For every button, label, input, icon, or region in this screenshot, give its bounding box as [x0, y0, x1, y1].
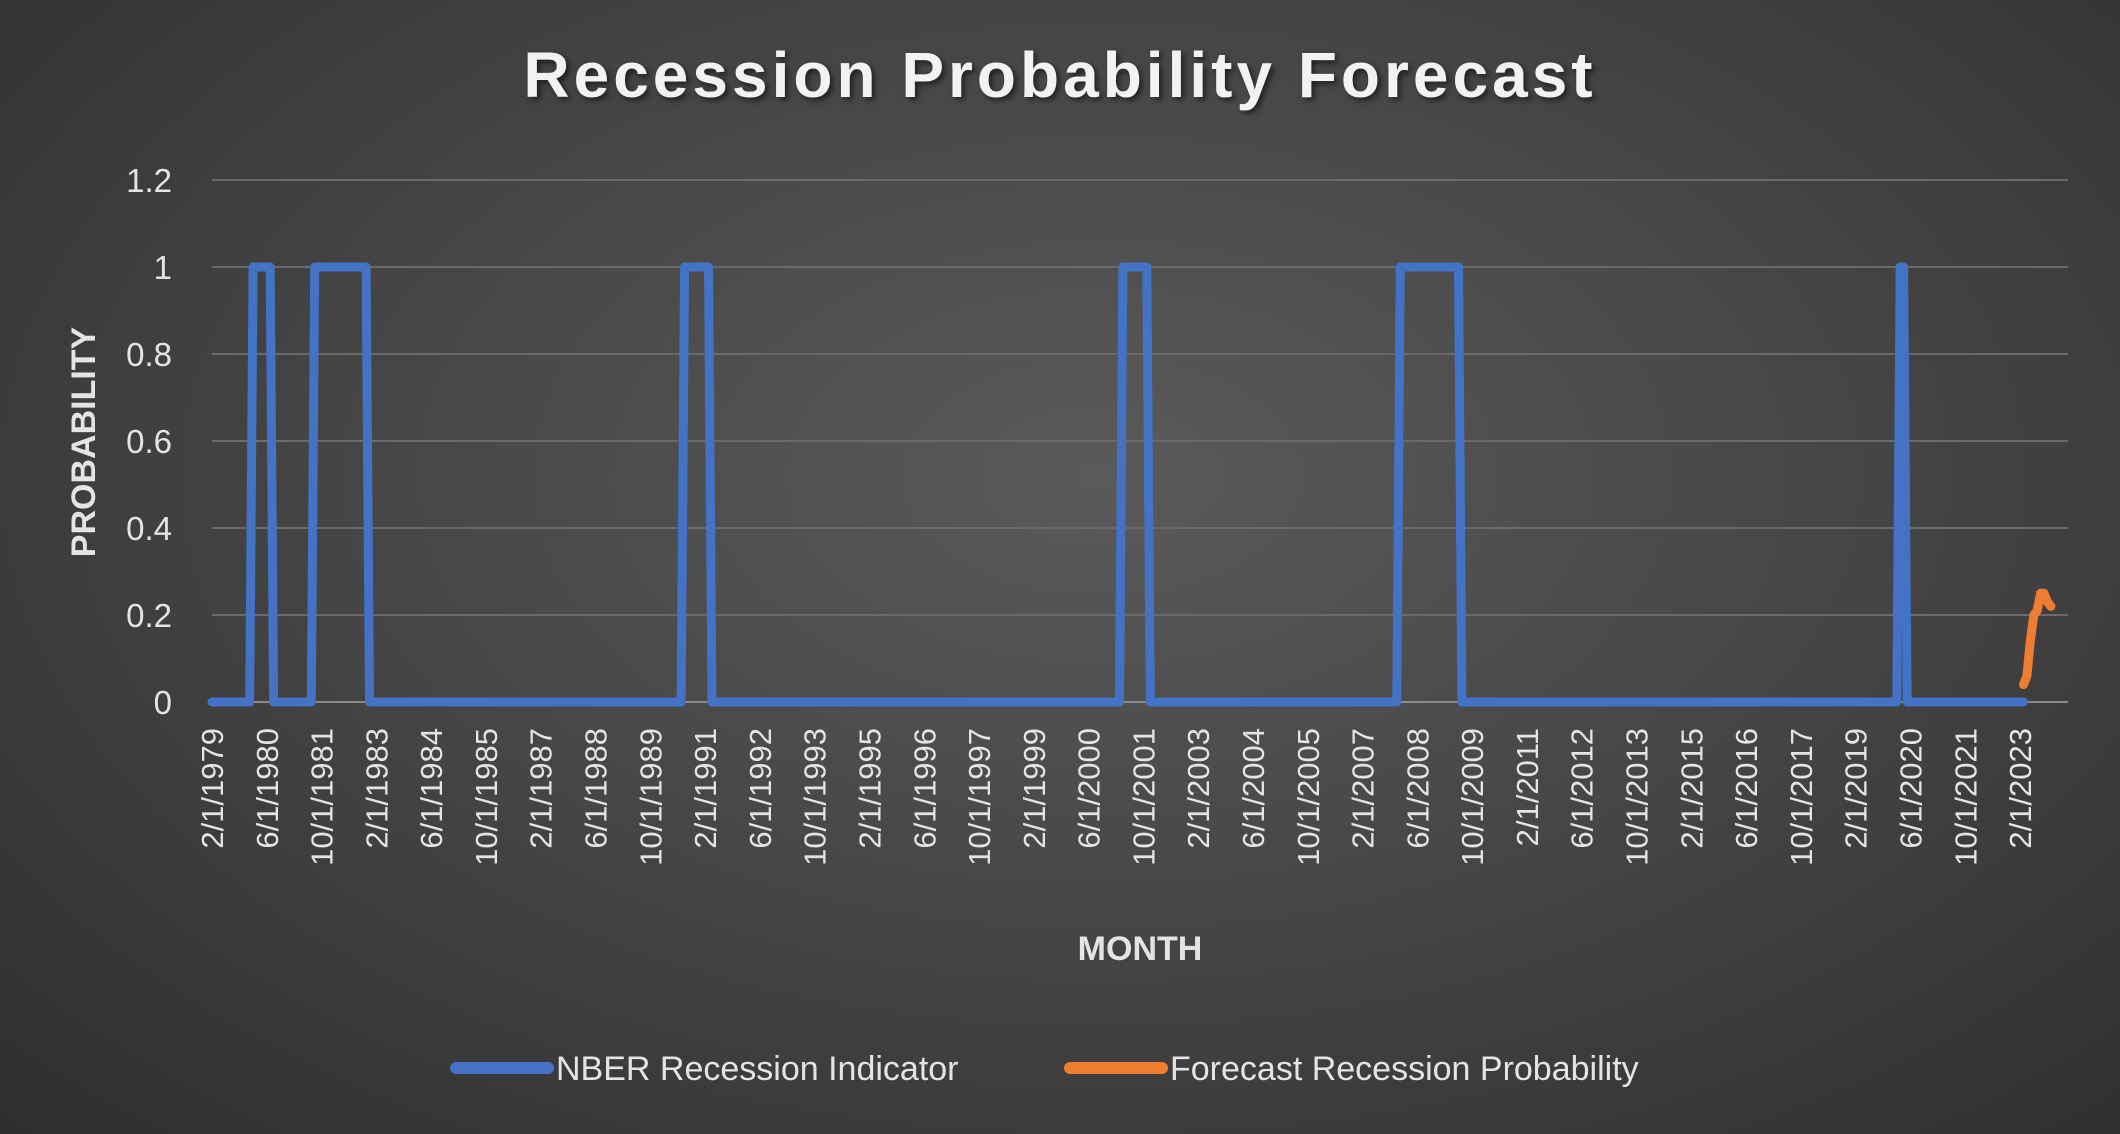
x-tick-label: 6/1/2020: [1893, 728, 1928, 849]
x-tick-label: 2/1/2019: [1839, 728, 1874, 849]
x-tick-label: 2/1/1983: [359, 728, 394, 849]
forecast-recession-probability-line: [2019, 588, 2056, 690]
x-tick-label: 6/1/1980: [250, 728, 285, 849]
legend-label: NBER Recession Indicator: [556, 1050, 959, 1088]
nber-recession-indicator-line: [207, 262, 2028, 707]
y-axis-ticks: 0 0.2 0.4 0.6 0.8 1 1.2: [126, 162, 172, 721]
x-axis-title: MONTH: [1078, 930, 1203, 968]
x-tick-label: 10/1/2009: [1455, 728, 1490, 866]
x-tick-label: 10/1/2001: [1126, 728, 1161, 866]
legend: NBER Recession Indicator Forecast Recessi…: [450, 1050, 1639, 1088]
x-tick-label: 2/1/2015: [1674, 728, 1709, 849]
x-tick-label: 2/1/2003: [1181, 728, 1216, 849]
x-tick-label: 10/1/1989: [633, 728, 668, 866]
x-tick-label: 10/1/2013: [1620, 728, 1655, 866]
y-tick-label: 0.6: [126, 423, 172, 460]
x-tick-label: 2/1/2011: [1510, 728, 1545, 846]
x-tick-label: 10/1/1993: [798, 728, 833, 866]
x-tick-label: 10/1/1997: [962, 728, 997, 866]
y-tick-label: 0.8: [126, 336, 172, 373]
x-tick-label: 6/1/2016: [1729, 728, 1764, 849]
y-tick-label: 0: [154, 684, 172, 721]
x-tick-label: 2/1/1995: [852, 728, 887, 849]
x-tick-label: 6/1/1988: [579, 728, 614, 849]
x-tick-label: 2/1/1979: [195, 728, 230, 849]
x-tick-label: 6/1/2008: [1400, 728, 1435, 849]
x-tick-label: 10/1/1985: [469, 728, 504, 866]
x-tick-label: 6/1/2004: [1236, 728, 1271, 849]
x-tick-label: 6/1/1992: [743, 728, 778, 849]
x-tick-label: 6/1/2012: [1565, 728, 1600, 849]
x-tick-label: 6/1/1996: [907, 728, 942, 849]
x-tick-label: 10/1/1981: [305, 728, 340, 866]
gridlines: [212, 179, 2068, 703]
x-tick-label: 2/1/1987: [524, 728, 559, 849]
x-tick-label: 10/1/2005: [1291, 728, 1326, 866]
chart-title: Recession Probability Forecast: [523, 39, 1597, 111]
x-tick-label: 10/1/2021: [1948, 728, 1983, 866]
x-tick-label: 10/1/2017: [1784, 728, 1819, 866]
y-axis-title: PROBABILITY: [65, 326, 103, 557]
x-tick-label: 2/1/2023: [2003, 728, 2038, 849]
series-lines: [207, 262, 2056, 707]
x-tick-label: 2/1/2007: [1346, 728, 1381, 849]
x-axis-ticks: 2/1/1979 6/1/1980 10/1/1981 2/1/1983 6/1/198…: [195, 728, 2038, 866]
x-tick-label: 2/1/1999: [1017, 728, 1052, 849]
y-tick-label: 1.2: [126, 162, 172, 199]
legend-label: Forecast Recession Probability: [1170, 1050, 1639, 1088]
y-tick-label: 0.4: [126, 510, 172, 547]
x-tick-label: 2/1/1991: [688, 728, 723, 849]
x-tick-label: 6/1/1984: [414, 728, 449, 849]
x-tick-label: 6/1/2000: [1072, 728, 1107, 849]
y-tick-label: 1: [154, 249, 172, 286]
y-tick-label: 0.2: [126, 597, 172, 634]
